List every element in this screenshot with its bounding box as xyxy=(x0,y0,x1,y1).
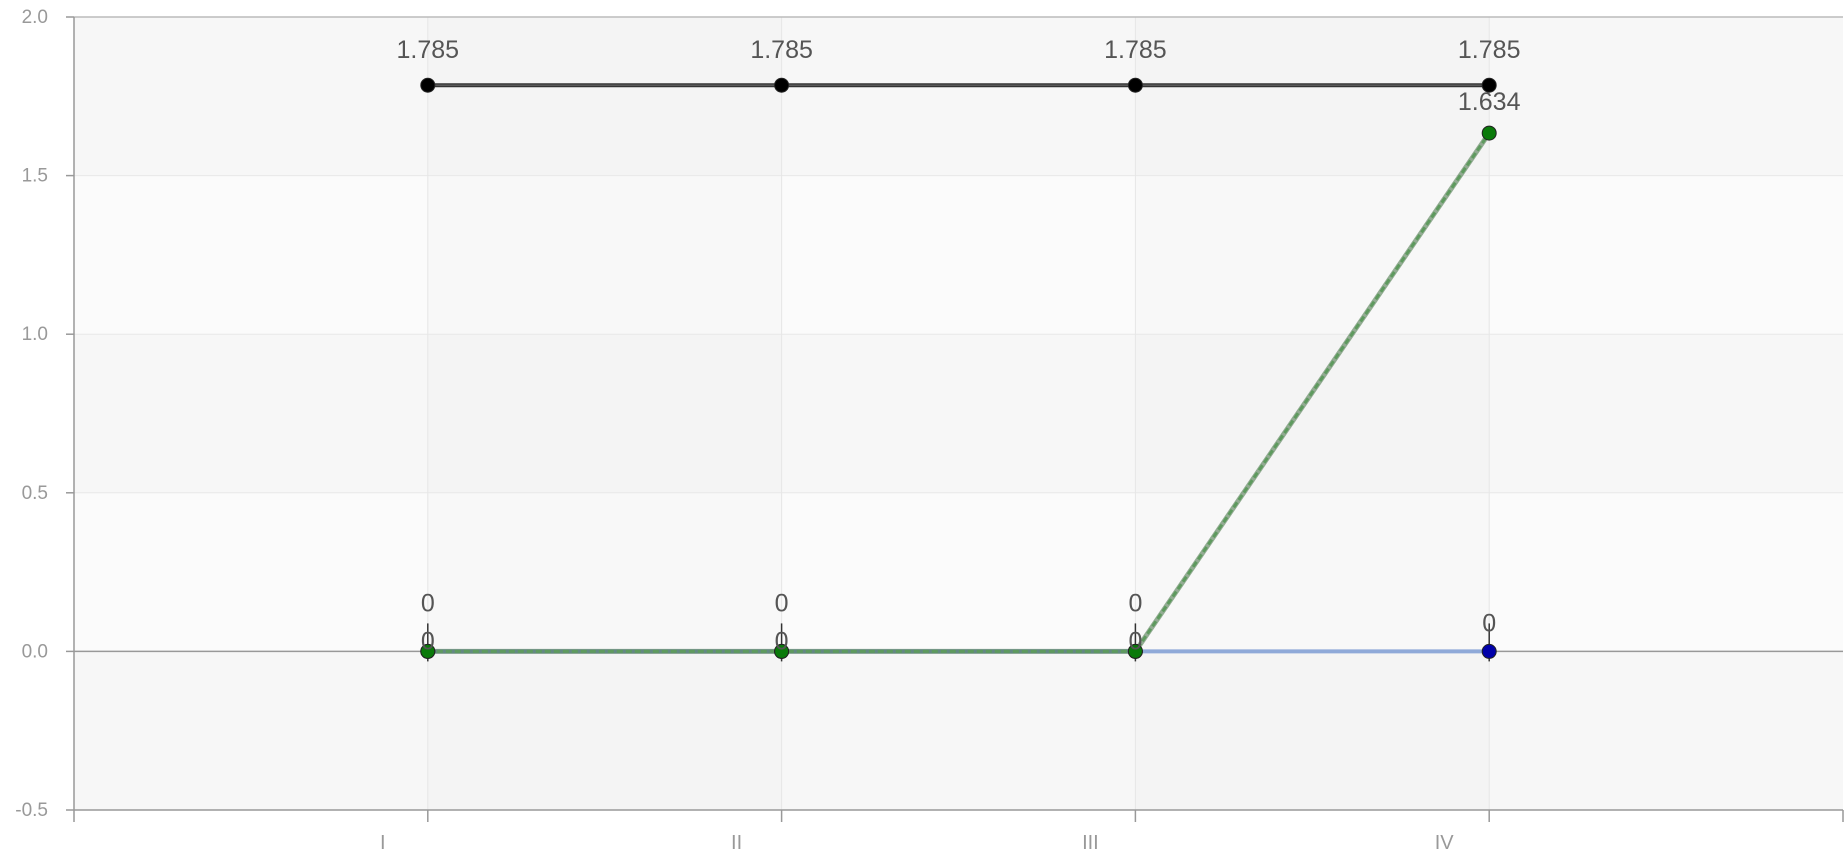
plot-background-bands xyxy=(74,17,1843,810)
data-label: 0 xyxy=(421,589,435,617)
data-point xyxy=(1481,643,1497,659)
category-band xyxy=(1135,17,1489,810)
background-band xyxy=(74,651,1843,810)
data-point xyxy=(420,77,436,93)
data-label: 0 xyxy=(1128,589,1142,617)
data-label: 0 xyxy=(775,627,789,655)
x-axis-ticks: I II III IV xyxy=(73,623,1844,854)
category-band xyxy=(428,17,782,810)
y-tick-label: 1.5 xyxy=(22,166,48,187)
data-label: 0 xyxy=(1128,627,1142,655)
background-band xyxy=(74,175,1843,335)
data-point xyxy=(420,643,436,659)
data-label: 1.785 xyxy=(1104,36,1167,64)
y-axis-ticks: 2.0 1.5 1.0 0.5 0.0 -0.5 xyxy=(15,7,74,821)
y-tick-label: 1.0 xyxy=(22,324,48,345)
data-label: 0 xyxy=(1482,609,1496,637)
x-tick-label: II xyxy=(731,832,742,854)
data-label: 0 xyxy=(421,627,435,655)
data-point xyxy=(1127,77,1143,93)
x-tick-label: I xyxy=(380,832,386,854)
data-label: 1.785 xyxy=(397,36,460,64)
x-tick-label: III xyxy=(1082,832,1099,854)
background-band xyxy=(74,17,1843,176)
background-band xyxy=(74,492,1843,652)
y-tick-label: -0.5 xyxy=(15,800,48,821)
background-band xyxy=(74,334,1843,493)
data-label: 1.785 xyxy=(750,36,813,64)
data-label: 1.785 xyxy=(1458,36,1521,64)
data-point xyxy=(774,643,790,659)
data-label: 0 xyxy=(775,589,789,617)
y-tick-label: 0.0 xyxy=(22,641,48,662)
series-line xyxy=(427,132,1491,653)
data-point xyxy=(1481,125,1497,141)
data-point xyxy=(1127,643,1143,659)
series-points xyxy=(420,77,1497,659)
data-point xyxy=(774,77,790,93)
y-tick-label: 2.0 xyxy=(22,7,48,28)
data-labels: 1.785 1.785 1.785 1.785 0 0 0 0 0 0 0 1.634 xyxy=(397,36,1521,655)
y-tick-label: 0.5 xyxy=(22,483,48,504)
data-label: 1.634 xyxy=(1458,88,1521,116)
data-point xyxy=(1481,77,1497,93)
x-tick-label: IV xyxy=(1435,832,1455,854)
series-lines xyxy=(427,83,1492,654)
